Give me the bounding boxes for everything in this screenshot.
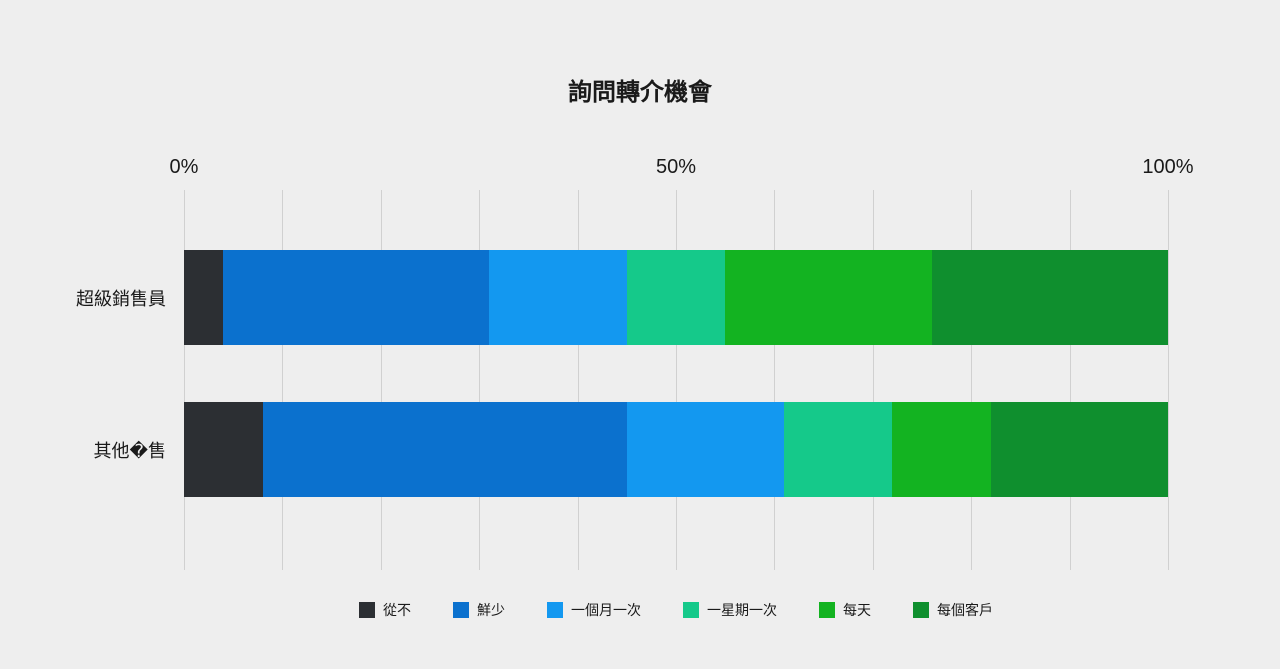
- x-axis-tick-label: 50%: [656, 156, 696, 179]
- gridline: [774, 190, 775, 570]
- bar-segment: [991, 402, 1168, 497]
- gridline: [1070, 190, 1071, 570]
- gridline: [184, 190, 185, 570]
- gridline: [971, 190, 972, 570]
- bar-segment: [223, 250, 489, 345]
- legend-item: 一個月一次: [547, 600, 641, 620]
- legend-label: 每天: [843, 600, 871, 620]
- bar-segment: [627, 402, 784, 497]
- bar-segment: [892, 402, 990, 497]
- bar-segment: [263, 402, 627, 497]
- legend-item: 鮮少: [453, 600, 505, 620]
- bar-segment: [489, 250, 627, 345]
- gridline: [381, 190, 382, 570]
- legend-swatch: [819, 602, 835, 618]
- bar-segment: [184, 402, 263, 497]
- legend-label: 鮮少: [477, 600, 505, 620]
- stacked-bar-chart: 詢問轉介機會 從不 鮮少 一個月一次 一星期一次 每天 每個客戶 0% 50% 100% 超級銷…: [0, 0, 1280, 669]
- legend-item: 從不: [359, 600, 411, 620]
- legend-item: 每天: [819, 600, 871, 620]
- category-label: 超級銷售員: [16, 285, 166, 311]
- bar-segment: [184, 250, 223, 345]
- plot-area: [184, 190, 1168, 570]
- gridline: [873, 190, 874, 570]
- stacked-bar-row: [184, 250, 1168, 345]
- legend-swatch: [913, 602, 929, 618]
- bar-segment: [725, 250, 932, 345]
- legend-swatch: [683, 602, 699, 618]
- x-axis-tick-label: 100%: [1142, 156, 1193, 179]
- legend-swatch: [359, 602, 375, 618]
- gridline: [676, 190, 677, 570]
- legend-swatch: [547, 602, 563, 618]
- legend-label: 一星期一次: [707, 600, 777, 620]
- gridline: [578, 190, 579, 570]
- gridline: [1168, 190, 1169, 570]
- bar-segment: [627, 250, 725, 345]
- legend-item: 一星期一次: [683, 600, 777, 620]
- legend-item: 每個客戶: [913, 600, 993, 620]
- gridline: [479, 190, 480, 570]
- legend-label: 從不: [383, 600, 411, 620]
- legend-swatch: [453, 602, 469, 618]
- gridline: [282, 190, 283, 570]
- stacked-bar-row: [184, 402, 1168, 497]
- bar-segment: [932, 250, 1168, 345]
- x-axis-tick-label: 0%: [170, 156, 199, 179]
- legend-label: 每個客戶: [937, 600, 993, 620]
- chart-title: 詢問轉介機會: [0, 72, 1280, 107]
- legend: 從不 鮮少 一個月一次 一星期一次 每天 每個客戶: [184, 600, 1168, 620]
- legend-label: 一個月一次: [571, 600, 641, 620]
- category-label: 其他�售: [16, 437, 166, 463]
- bar-segment: [784, 402, 892, 497]
